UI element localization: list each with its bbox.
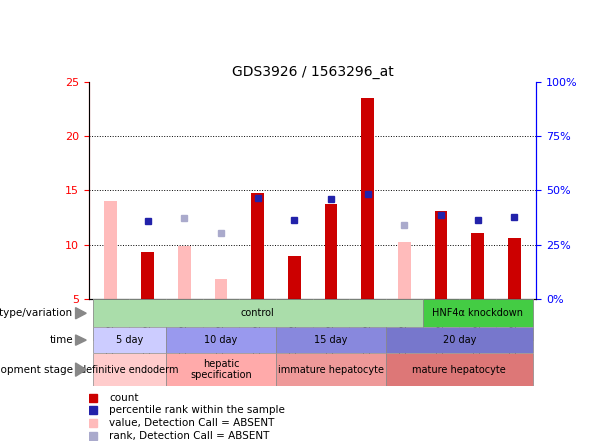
Bar xyxy=(435,211,447,299)
Bar xyxy=(93,299,423,327)
Text: GSM624099: GSM624099 xyxy=(473,301,482,356)
Text: GSM624089: GSM624089 xyxy=(180,301,189,356)
Bar xyxy=(166,353,276,386)
Title: GDS3926 / 1563296_at: GDS3926 / 1563296_at xyxy=(232,65,394,79)
Text: definitive endoderm: definitive endoderm xyxy=(80,365,178,375)
Text: 5 day: 5 day xyxy=(116,335,143,345)
Text: GSM624095: GSM624095 xyxy=(363,301,372,356)
Text: time: time xyxy=(49,335,73,345)
Text: GSM624092: GSM624092 xyxy=(290,301,299,356)
Bar xyxy=(178,246,191,299)
Text: immature hepatocyte: immature hepatocyte xyxy=(278,365,384,375)
Polygon shape xyxy=(75,308,86,319)
Text: genotype/variation: genotype/variation xyxy=(0,308,73,318)
Text: 10 day: 10 day xyxy=(204,335,238,345)
Bar xyxy=(93,353,166,386)
Text: GSM624091: GSM624091 xyxy=(253,301,262,356)
Bar xyxy=(104,201,117,299)
Text: GSM624090: GSM624090 xyxy=(216,301,226,356)
Text: rank, Detection Call = ABSENT: rank, Detection Call = ABSENT xyxy=(109,431,269,441)
Bar xyxy=(386,353,533,386)
Bar xyxy=(324,203,337,299)
Text: GSM624087: GSM624087 xyxy=(143,301,152,356)
Bar xyxy=(386,327,533,353)
Bar xyxy=(215,278,227,299)
Bar xyxy=(361,98,374,299)
Text: 15 day: 15 day xyxy=(314,335,348,345)
Text: control: control xyxy=(241,308,275,318)
Text: 20 day: 20 day xyxy=(443,335,476,345)
Bar xyxy=(423,299,533,327)
Text: value, Detection Call = ABSENT: value, Detection Call = ABSENT xyxy=(109,418,275,428)
Text: GSM624086: GSM624086 xyxy=(107,301,115,356)
Bar xyxy=(166,327,276,353)
Bar xyxy=(508,238,521,299)
Polygon shape xyxy=(75,363,86,377)
Bar xyxy=(471,233,484,299)
Text: HNF4α knockdown: HNF4α knockdown xyxy=(432,308,523,318)
Bar xyxy=(141,253,154,299)
Text: development stage: development stage xyxy=(0,365,73,375)
Text: GSM624096: GSM624096 xyxy=(400,301,409,356)
Bar xyxy=(288,256,301,299)
Bar xyxy=(251,193,264,299)
Text: GSM624098: GSM624098 xyxy=(436,301,446,356)
Bar xyxy=(93,327,166,353)
Bar xyxy=(276,353,386,386)
Text: percentile rank within the sample: percentile rank within the sample xyxy=(109,405,285,416)
Bar xyxy=(276,327,386,353)
Bar xyxy=(398,242,411,299)
Text: hepatic
specification: hepatic specification xyxy=(190,359,252,381)
Text: GSM624094: GSM624094 xyxy=(327,301,335,356)
Text: mature hepatocyte: mature hepatocyte xyxy=(413,365,506,375)
Text: GSM624100: GSM624100 xyxy=(510,301,519,356)
Polygon shape xyxy=(75,335,86,345)
Text: count: count xyxy=(109,392,139,403)
